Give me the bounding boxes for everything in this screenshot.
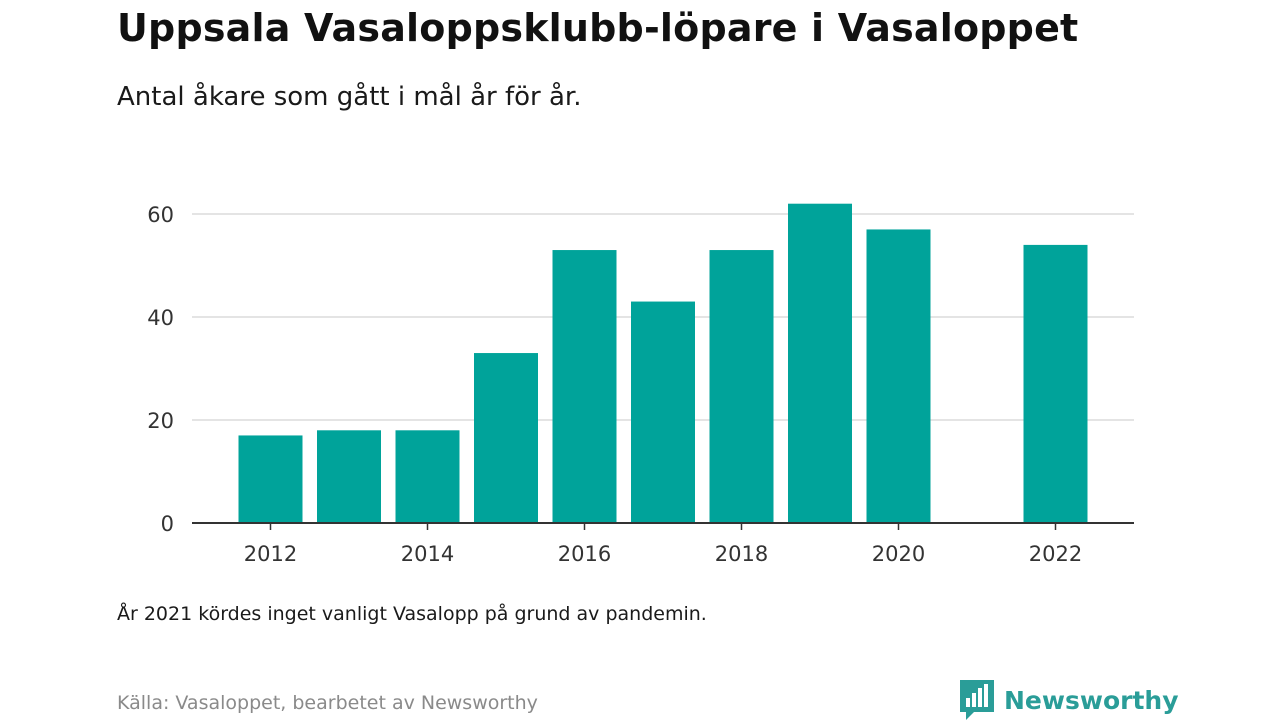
bar-2013 xyxy=(317,430,381,523)
y-tick-label: 60 xyxy=(147,203,174,227)
bar-2014 xyxy=(395,430,460,523)
bar-2015 xyxy=(474,353,538,523)
bar-2019 xyxy=(788,203,852,523)
brand-logo: Newsworthy xyxy=(960,680,1179,720)
x-axis-ticks: 2012 2014 2016 2018 2020 2022 xyxy=(244,523,1082,566)
x-tick-label: 2014 xyxy=(401,542,454,566)
y-axis-ticks: 0 20 40 60 xyxy=(147,203,174,536)
newsworthy-bar-chart-icon xyxy=(960,680,994,720)
x-tick-label: 2018 xyxy=(715,542,768,566)
x-tick-label: 2016 xyxy=(558,542,611,566)
bar-2022 xyxy=(1023,244,1088,523)
bar-2018 xyxy=(709,250,774,524)
bars xyxy=(238,203,1088,524)
x-tick-label: 2012 xyxy=(244,542,297,566)
chart-title: Uppsala Vasaloppsklubb-löpare i Vasalopp… xyxy=(117,6,1079,50)
x-tick-label: 2020 xyxy=(872,542,925,566)
bar-2020 xyxy=(866,229,931,523)
y-tick-label: 40 xyxy=(147,306,174,330)
y-tick-label: 20 xyxy=(147,409,174,433)
chart-subtitle: Antal åkare som gått i mål år för år. xyxy=(117,82,582,112)
bar-2012 xyxy=(238,435,303,523)
brand-name: Newsworthy xyxy=(1004,685,1179,715)
bar-2017 xyxy=(631,301,695,523)
chart-note: År 2021 kördes inget vanligt Vasalopp på… xyxy=(117,603,707,625)
source-text: Källa: Vasaloppet, bearbetet av Newswort… xyxy=(117,692,538,714)
y-tick-label: 0 xyxy=(161,512,174,536)
bar-chart: 0 20 40 60 2012 2014 2016 2018 2020 2022 xyxy=(147,203,1134,566)
bar-2016 xyxy=(552,250,617,524)
x-tick-label: 2022 xyxy=(1029,542,1082,566)
